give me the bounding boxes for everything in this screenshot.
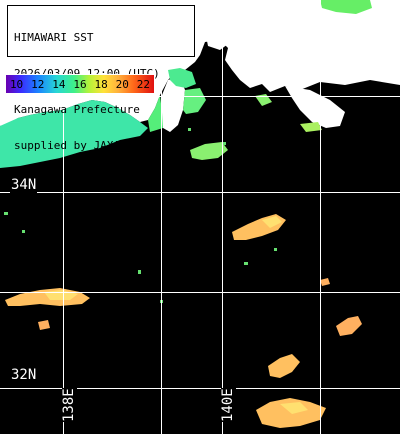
cool-water-izu-east <box>183 88 206 114</box>
lat-label-34n: 34N <box>10 177 38 193</box>
legend-value: 10 <box>9 77 24 91</box>
product-title: HIMAWARI SST <box>14 31 94 44</box>
warm-patch-center-core <box>262 216 282 228</box>
warm-patch-east-mid <box>336 316 362 336</box>
warm-patch-east-low <box>268 354 300 378</box>
region-name: Kanagawa Prefecture <box>14 103 140 116</box>
warm-patch-west <box>5 288 90 306</box>
speck <box>4 212 8 215</box>
legend-value: 18 <box>94 77 108 91</box>
info-box: HIMAWARI SST 2026/03/09 12:00 (UTC) Kana… <box>7 5 195 152</box>
lon-label-138e: 138E <box>61 388 77 422</box>
legend-value: 16 <box>73 77 87 91</box>
cool-water-izu <box>148 95 163 132</box>
temperature-legend: 10 12 14 16 18 20 22 <box>5 74 155 94</box>
speck <box>244 262 248 265</box>
cool-water-layer <box>0 0 372 168</box>
legend-value: 20 <box>115 77 129 91</box>
cool-water-boso <box>190 142 228 160</box>
cool-water-sagami <box>168 68 196 88</box>
speck <box>22 230 25 233</box>
land-boso-peninsula <box>285 86 345 128</box>
data-source: supplied by JAXA <box>14 139 120 152</box>
cool-water-bay <box>255 94 272 106</box>
lon-label-140e: 140E <box>220 388 236 422</box>
speck <box>188 128 191 131</box>
warm-patch-west-spot <box>38 320 50 330</box>
speck <box>138 270 141 274</box>
speck <box>222 142 226 145</box>
warm-patch-spot-b <box>320 278 330 286</box>
land-izu-peninsula <box>160 76 185 132</box>
legend-value: 12 <box>31 77 45 91</box>
warm-water-layer <box>5 214 362 428</box>
lat-label-32n: 32N <box>10 367 38 383</box>
warm-patch-bottom-core <box>280 402 308 414</box>
cool-water-strip-east <box>300 122 322 132</box>
legend-value: 22 <box>136 77 151 91</box>
cool-water-top-right <box>320 0 372 14</box>
cool-water-west <box>0 100 148 168</box>
legend-value: 14 <box>52 77 66 91</box>
speck <box>274 248 277 251</box>
